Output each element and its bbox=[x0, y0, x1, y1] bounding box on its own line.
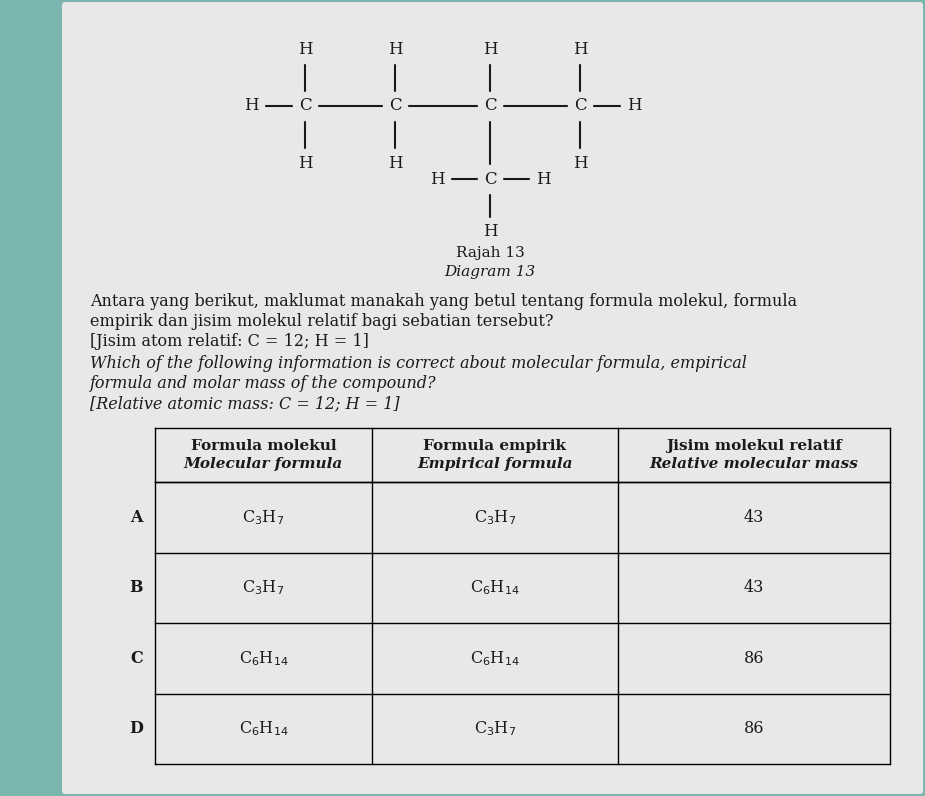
Text: [Jisim atom relatif: C = 12; H = 1]: [Jisim atom relatif: C = 12; H = 1] bbox=[90, 333, 369, 349]
Text: Rajah 13: Rajah 13 bbox=[456, 246, 524, 260]
Text: C$_6$H$_{14}$: C$_6$H$_{14}$ bbox=[470, 579, 520, 597]
Text: 86: 86 bbox=[744, 720, 764, 737]
Text: formula and molar mass of the compound?: formula and molar mass of the compound? bbox=[90, 376, 437, 392]
Text: Molecular formula: Molecular formula bbox=[184, 457, 343, 471]
Text: 86: 86 bbox=[744, 650, 764, 667]
Text: C: C bbox=[299, 97, 312, 115]
Text: Jisim molekul relatif: Jisim molekul relatif bbox=[666, 439, 842, 453]
Text: H: H bbox=[483, 41, 498, 57]
Text: C$_6$H$_{14}$: C$_6$H$_{14}$ bbox=[470, 649, 520, 668]
Text: C: C bbox=[484, 170, 497, 188]
Text: C$_3$H$_7$: C$_3$H$_7$ bbox=[474, 508, 516, 527]
Text: H: H bbox=[573, 154, 587, 171]
Text: H: H bbox=[298, 154, 313, 171]
Text: Relative molecular mass: Relative molecular mass bbox=[649, 457, 858, 471]
Text: C: C bbox=[574, 97, 586, 115]
Text: C: C bbox=[130, 650, 143, 667]
Text: H: H bbox=[388, 154, 402, 171]
Text: H: H bbox=[388, 41, 402, 57]
Text: empirik dan jisim molekul relatif bagi sebatian tersebut?: empirik dan jisim molekul relatif bagi s… bbox=[90, 313, 553, 330]
Text: C$_6$H$_{14}$: C$_6$H$_{14}$ bbox=[239, 649, 289, 668]
Text: Formula molekul: Formula molekul bbox=[191, 439, 336, 453]
Text: C$_3$H$_7$: C$_3$H$_7$ bbox=[474, 720, 516, 738]
Text: C: C bbox=[388, 97, 401, 115]
Text: C$_6$H$_{14}$: C$_6$H$_{14}$ bbox=[239, 720, 289, 738]
Text: [Relative atomic mass: C = 12; H = 1]: [Relative atomic mass: C = 12; H = 1] bbox=[90, 396, 400, 412]
Text: H: H bbox=[483, 224, 498, 240]
Text: B: B bbox=[130, 579, 143, 596]
Text: H: H bbox=[243, 97, 258, 115]
Text: H: H bbox=[536, 170, 550, 188]
Text: 43: 43 bbox=[744, 509, 764, 525]
Text: C$_3$H$_7$: C$_3$H$_7$ bbox=[242, 508, 285, 527]
FancyBboxPatch shape bbox=[62, 2, 923, 794]
Text: H: H bbox=[627, 97, 641, 115]
Text: A: A bbox=[130, 509, 143, 525]
Text: D: D bbox=[130, 720, 143, 737]
Text: H: H bbox=[573, 41, 587, 57]
Text: H: H bbox=[430, 170, 444, 188]
Text: Empirical formula: Empirical formula bbox=[417, 457, 573, 471]
Text: C$_3$H$_7$: C$_3$H$_7$ bbox=[242, 579, 285, 597]
Text: Formula empirik: Formula empirik bbox=[424, 439, 566, 453]
Text: H: H bbox=[298, 41, 313, 57]
Text: Diagram 13: Diagram 13 bbox=[444, 265, 536, 279]
Text: Antara yang berikut, maklumat manakah yang betul tentang formula molekul, formul: Antara yang berikut, maklumat manakah ya… bbox=[90, 292, 797, 310]
Text: 43: 43 bbox=[744, 579, 764, 596]
Text: Which of the following information is correct about molecular formula, empirical: Which of the following information is co… bbox=[90, 356, 746, 373]
Text: C: C bbox=[484, 97, 497, 115]
